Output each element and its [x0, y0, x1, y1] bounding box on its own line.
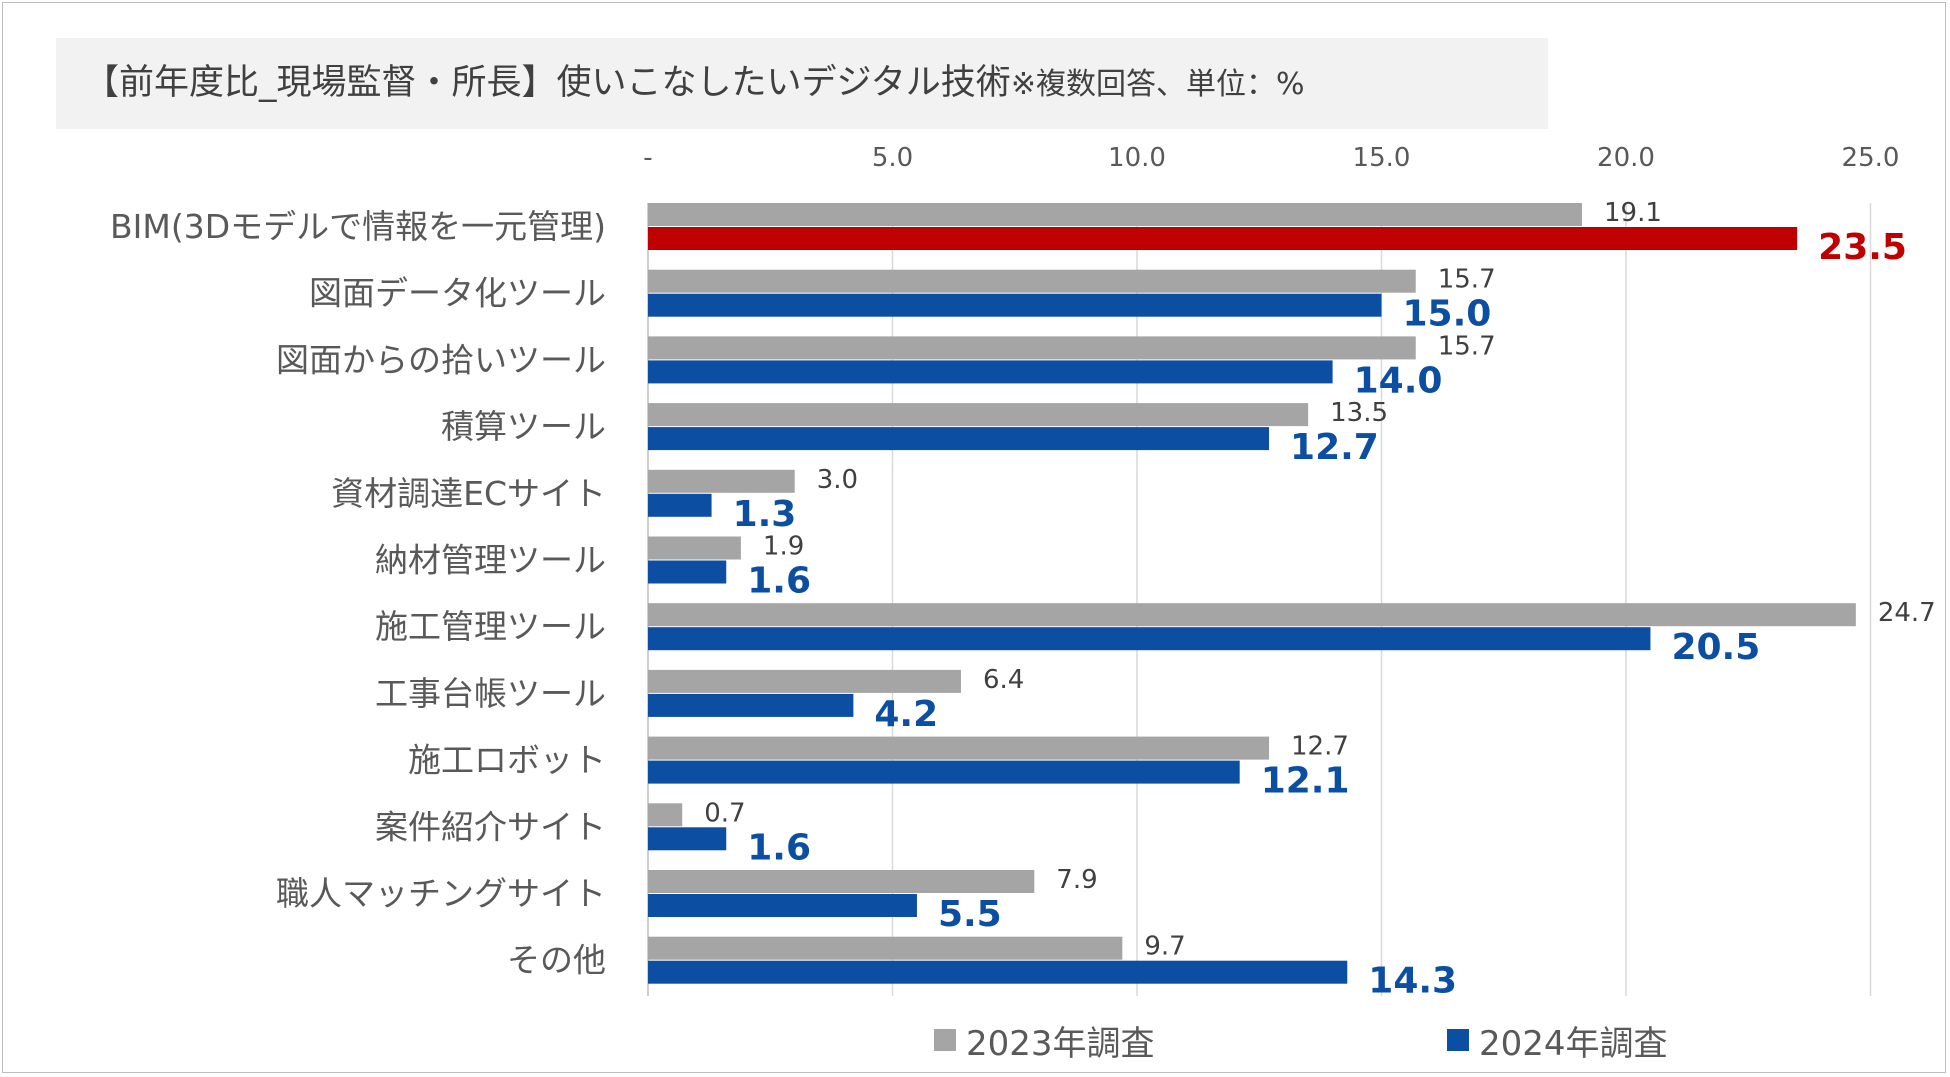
legend-item-2023: 2023年調査 — [934, 1018, 1155, 1064]
category-label: 図面データ化ツール — [309, 274, 606, 313]
bar-2024 — [648, 693, 854, 717]
bar-2023 — [648, 803, 683, 827]
chart-title-sub: ※複数回答、単位：% — [1010, 67, 1305, 102]
legend-swatch-2023 — [934, 1029, 956, 1051]
data-label-2023: 3.0 — [817, 465, 858, 495]
data-label-2024: 1.6 — [747, 827, 811, 868]
category-label: その他 — [507, 941, 606, 980]
category-label: 案件紹介サイト — [375, 807, 606, 846]
legend-swatch-2024 — [1447, 1029, 1469, 1051]
legend-item-2024: 2024年調査 — [1447, 1018, 1668, 1064]
data-label-2024: 1.3 — [733, 494, 797, 535]
bar-2023 — [648, 936, 1123, 960]
bar-2023 — [648, 336, 1416, 360]
data-label-2024: 23.5 — [1818, 227, 1907, 268]
bar-2024 — [648, 560, 727, 584]
data-label-2024: 15.0 — [1403, 294, 1492, 335]
data-label-2023: 7.9 — [1056, 865, 1097, 895]
bar-2023 — [648, 536, 741, 560]
x-tick-label: 20.0 — [1597, 143, 1655, 173]
data-label-2024: 14.3 — [1368, 961, 1457, 1002]
data-label-2023: 15.7 — [1438, 265, 1496, 295]
legend-label-2024: 2024年調査 — [1479, 1023, 1668, 1064]
category-label: 施工ロボット — [408, 741, 606, 780]
data-label-2024: 5.5 — [938, 894, 1002, 935]
data-label-2024: 1.6 — [747, 561, 811, 602]
legend-label-2023: 2023年調査 — [966, 1023, 1155, 1064]
bar-2023 — [648, 870, 1035, 893]
chart-title-box: 【前年度比_現場監督・所長】使いこなしたいデジタル技術※複数回答、単位：% — [56, 38, 1548, 129]
data-label-2024: 20.5 — [1671, 627, 1760, 668]
data-label-2023: 1.9 — [763, 532, 804, 562]
data-label-2024: 14.0 — [1354, 360, 1443, 401]
data-label-2024: 12.1 — [1261, 761, 1350, 802]
category-label: 図面からの拾いツール — [276, 340, 606, 379]
data-label-2023: 12.7 — [1291, 732, 1349, 762]
bar-2023 — [648, 403, 1309, 427]
bar-2024 — [648, 227, 1798, 250]
bar-2024 — [648, 493, 712, 517]
x-tick-label: - — [643, 143, 652, 173]
bar-2024 — [648, 894, 917, 917]
bar-2024 — [648, 760, 1240, 784]
chart-title: 【前年度比_現場監督・所長】使いこなしたいデジタル技術※複数回答、単位：% — [84, 38, 1304, 129]
x-tick-label: 15.0 — [1353, 143, 1411, 173]
bar-2023 — [648, 269, 1416, 293]
data-label-2023: 15.7 — [1438, 331, 1496, 361]
category-label: 工事台帳ツール — [375, 674, 606, 713]
bar-2023 — [648, 203, 1582, 226]
bar-2024 — [648, 627, 1651, 651]
legend: 2023年調査 2024年調査 — [0, 1018, 1950, 1064]
data-label-2024: 12.7 — [1290, 427, 1379, 468]
bar-2024 — [648, 960, 1348, 984]
bar-2023 — [648, 603, 1856, 627]
x-tick-label: 25.0 — [1842, 143, 1900, 173]
category-label: 資材調達ECサイト — [331, 474, 606, 513]
bar-2024 — [648, 827, 727, 851]
x-tick-label: 5.0 — [872, 143, 913, 173]
bar-2023 — [648, 736, 1270, 760]
bars — [648, 203, 1856, 984]
data-label-2024: 4.2 — [874, 694, 938, 735]
category-labels: BIM(3Dモデルで情報を一元管理) 図面データ化ツール図面からの拾いツール積算ツ… — [110, 207, 606, 980]
bar-2023 — [648, 669, 961, 693]
data-label-2023: 6.4 — [983, 665, 1024, 695]
data-label-2023: 24.7 — [1878, 598, 1936, 628]
data-label-2023: 13.5 — [1330, 398, 1388, 428]
x-tick-label: 10.0 — [1108, 143, 1166, 173]
x-axis-ticks: - 5.0 10.0 15.0 20.0 25.0 — [643, 143, 1899, 173]
gridlines — [647, 203, 1872, 996]
category-label: 職人マッチングサイト — [276, 874, 606, 913]
category-label: 積算ツール — [441, 407, 606, 446]
bar-2024 — [648, 360, 1333, 384]
category-label: 納材管理ツール — [375, 541, 606, 580]
category-label: BIM(3Dモデルで情報を一元管理) — [110, 207, 606, 246]
data-label-2023: 19.1 — [1604, 198, 1662, 228]
data-label-2023: 0.7 — [704, 798, 745, 828]
bar-2024 — [648, 427, 1270, 451]
chart-title-main: 【前年度比_現場監督・所長】使いこなしたいデジタル技術 — [84, 63, 1011, 103]
category-label: 施工管理ツール — [375, 607, 606, 646]
data-labels: 19.123.515.715.015.714.013.512.73.01.31.… — [704, 198, 1935, 1002]
data-label-2023: 9.7 — [1144, 932, 1185, 962]
bar-2023 — [648, 469, 795, 493]
bar-2024 — [648, 293, 1382, 317]
